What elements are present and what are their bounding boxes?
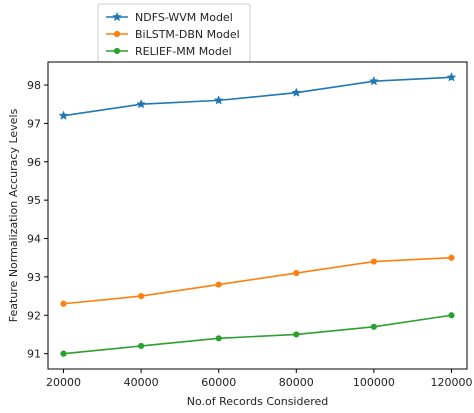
y-tick-label: 92 [27, 309, 41, 322]
legend-marker [113, 47, 121, 55]
y-tick-label: 98 [27, 79, 41, 92]
data-point [446, 72, 457, 82]
legend: NDFS-WVM Model BiLSTM-DBN Model RELIEF-MM … [97, 3, 251, 63]
plot-area [47, 61, 468, 370]
data-point [370, 258, 377, 265]
y-tick-label: 94 [27, 233, 41, 246]
series-layer [58, 72, 457, 357]
legend-label: RELIEF-MM Model [135, 45, 232, 58]
series-line [63, 76, 452, 117]
data-point [215, 335, 222, 342]
legend-marker [113, 30, 121, 38]
series-1 [58, 72, 457, 120]
y-tick-label: 91 [27, 348, 41, 361]
data-point [293, 331, 300, 338]
data-point [58, 110, 69, 120]
x-tick-label: 80000 [279, 376, 314, 389]
legend-label: BiLSTM-DBN Model [135, 28, 240, 41]
legend-item: NDFS-WVM Model [106, 11, 233, 24]
series-line [63, 314, 452, 355]
data-point [213, 95, 224, 105]
data-point [136, 99, 147, 109]
x-tick-label: 60000 [201, 376, 236, 389]
data-point [293, 269, 300, 277]
data-point [138, 292, 145, 300]
y-axis-label: Feature Normalization Accuracy Levels [7, 108, 20, 322]
y-tick-label: 93 [27, 271, 41, 284]
y-tick-label: 97 [27, 117, 41, 130]
legend-item: RELIEF-MM Model [106, 45, 232, 58]
x-tick-label: 120000 [430, 376, 472, 389]
data-point [370, 323, 377, 330]
legend-label: NDFS-WVM Model [135, 11, 233, 24]
y-axis: 91 92 93 94 95 96 97 98 [27, 79, 48, 361]
legend-item: BiLSTM-DBN Model [106, 28, 240, 41]
y-tick-label: 95 [27, 194, 41, 207]
x-axis: 20000 40000 60000 80000 100000 120000 [46, 369, 472, 389]
y-tick-label: 96 [27, 156, 41, 169]
data-point [291, 87, 302, 97]
data-point [368, 76, 379, 86]
x-tick-label: 20000 [46, 376, 81, 389]
series-3 [60, 312, 455, 357]
x-axis-label: No.of Records Considered [187, 395, 329, 408]
data-point [60, 350, 67, 357]
data-point [138, 342, 145, 350]
data-point [60, 300, 67, 307]
legend-marker [112, 11, 122, 22]
x-tick-label: 40000 [124, 376, 159, 389]
data-point [448, 312, 455, 319]
data-point [448, 254, 455, 261]
x-tick-label: 100000 [353, 376, 395, 389]
series-2 [60, 254, 455, 307]
series-line [63, 256, 452, 305]
data-point [215, 281, 222, 288]
